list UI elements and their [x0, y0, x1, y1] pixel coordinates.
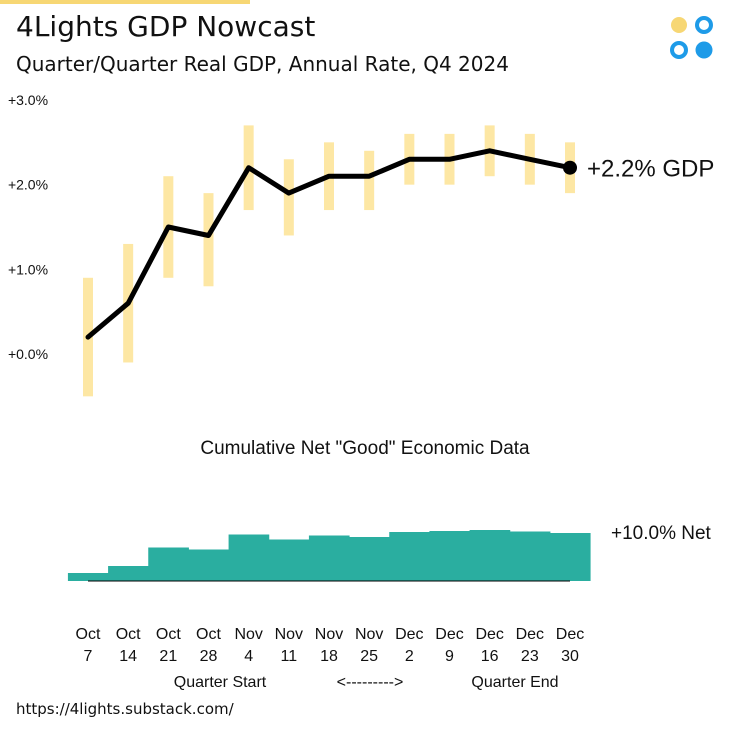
y-tick-label: +3.0% — [8, 92, 48, 108]
x-tick-day: 9 — [445, 648, 454, 665]
net-data-bar — [549, 533, 591, 581]
x-tick-day: 16 — [481, 648, 499, 665]
net-data-bars — [67, 530, 591, 581]
footer-url[interactable]: https://4lights.substack.com/ — [16, 700, 234, 718]
x-axis-labels: Oct 7 Oct 14 Oct 21 Oct 28 Nov 4 Nov 11 Nov 18 Nov 25 De… — [76, 626, 585, 665]
net-data-bar — [188, 549, 230, 581]
x-tick-month: Dec — [556, 626, 584, 643]
net-data-bar — [308, 535, 350, 581]
net-data-bar — [349, 537, 390, 581]
brand-logo — [670, 16, 713, 59]
x-tick-month: Nov — [234, 626, 262, 643]
logo-ring-bottom — [670, 41, 688, 59]
top-accent-bar — [0, 0, 250, 4]
x-tick-month: Dec — [475, 626, 503, 643]
x-tick-day: 30 — [561, 648, 579, 665]
net-data-bar — [509, 531, 551, 581]
x-tick-month: Oct — [156, 626, 181, 643]
x-tick-day: 18 — [320, 648, 338, 665]
x-tick-month: Oct — [76, 626, 101, 643]
net-data-bar — [67, 573, 109, 581]
gdp-end-label: +2.2% GDP — [587, 156, 714, 183]
x-tick-month: Nov — [315, 626, 343, 643]
x-tick-month: Oct — [196, 626, 221, 643]
logo-dot-yellow — [671, 17, 687, 33]
net-data-bar — [429, 531, 471, 581]
x-tick-month: Oct — [116, 626, 141, 643]
range-band — [203, 193, 214, 287]
net-data-bar — [389, 532, 430, 581]
x-tick-day: 28 — [200, 648, 218, 665]
x-tick-month: Dec — [435, 626, 463, 643]
gdp-line — [85, 148, 573, 340]
range-band — [283, 159, 294, 236]
quarter-start-label: Quarter Start — [174, 674, 267, 691]
x-tick-month: Dec — [395, 626, 423, 643]
x-tick-day: 11 — [281, 648, 298, 665]
quarter-end-label: Quarter End — [471, 674, 558, 691]
net-data-bar — [228, 534, 270, 581]
x-tick-day: 4 — [244, 648, 253, 665]
bar-chart-title: Cumulative Net "Good" Economic Data — [200, 438, 530, 459]
y-tick-label: +1.0% — [8, 261, 48, 277]
logo-dot-blue — [695, 41, 713, 59]
net-data-bar — [469, 530, 511, 581]
page-subtitle: Quarter/Quarter Real GDP, Annual Rate, Q… — [16, 52, 509, 76]
range-band — [364, 150, 375, 211]
net-end-label: +10.0% Net — [611, 523, 712, 544]
range-bands — [83, 125, 575, 397]
x-tick-day: 7 — [84, 648, 93, 665]
x-tick-month: Nov — [355, 626, 383, 643]
logo-ring-top — [695, 16, 713, 34]
x-tick-day: 23 — [521, 648, 539, 665]
x-tick-month: Nov — [275, 626, 303, 643]
y-tick-label: +0.0% — [8, 346, 48, 362]
gdp-end-point — [563, 160, 577, 175]
x-tick-day: 21 — [159, 648, 177, 665]
x-tick-month: Dec — [516, 626, 544, 643]
quarter-arrow: <---------> — [337, 674, 404, 691]
y-tick-label: +2.0% — [8, 177, 48, 193]
net-data-bar — [148, 547, 189, 581]
y-axis-ticks: +0.0% +1.0% +2.0% +3.0% — [8, 92, 48, 362]
net-data-bar — [108, 566, 149, 581]
x-tick-day: 14 — [119, 648, 137, 665]
page-title: 4Lights GDP Nowcast — [16, 10, 316, 43]
net-data-bar — [268, 539, 310, 581]
x-tick-day: 2 — [405, 648, 414, 665]
x-tick-day: 25 — [360, 648, 378, 665]
